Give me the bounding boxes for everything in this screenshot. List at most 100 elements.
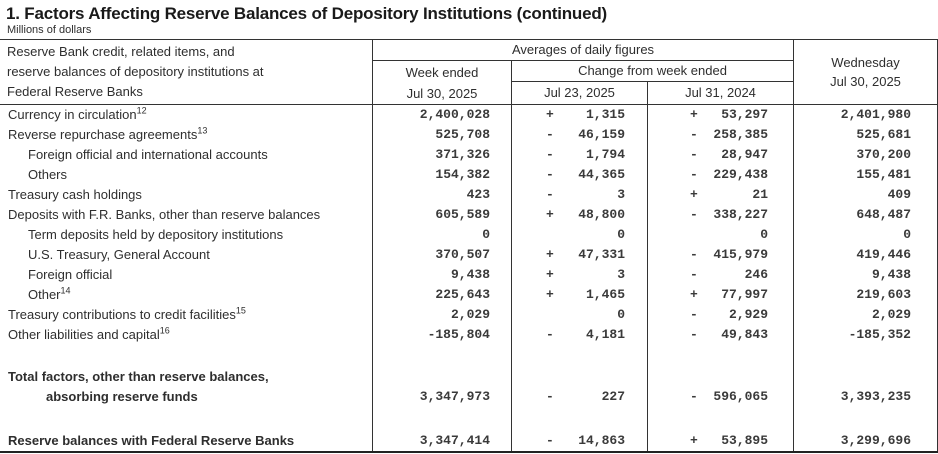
cell-change-jul31: -2,929 [647, 305, 793, 325]
cell-change-jul31: -258,385 [647, 125, 793, 145]
factors-table: Reserve Bank credit, related items, and … [0, 39, 938, 453]
cell-change-jul31: -338,227 [647, 205, 793, 225]
table-row: Reserve balances with Federal Reserve Ba… [0, 431, 938, 451]
col-header-week-ended-line2: Jul 30, 2025 [406, 86, 478, 101]
col-header-week-ended-line1: Week ended [405, 65, 479, 80]
cell-week-ended: 423 [372, 185, 511, 205]
row-label: Reverse repurchase agreements13 [8, 125, 208, 142]
cell-change-jul31: +77,997 [647, 285, 793, 305]
cell-week-ended: 605,589 [372, 205, 511, 225]
col-header-jul31: Jul 31, 2024 [647, 82, 793, 104]
row-label: Term deposits held by depository institu… [28, 227, 284, 242]
cell-wednesday [793, 345, 938, 367]
cell-wednesday: 2,401,980 [793, 105, 938, 125]
table-header: Reserve Bank credit, related items, and … [0, 40, 938, 105]
cell-wednesday: -185,352 [793, 325, 938, 345]
cell-change-jul31: 0 [647, 225, 793, 245]
stub-header-line1: Reserve Bank credit, related items, and [7, 44, 235, 59]
cell-change-jul31: +53,297 [647, 105, 793, 125]
stub-header-line2: reserve balances of depository instituti… [7, 64, 264, 79]
cell-week-ended: 2,400,028 [372, 105, 511, 125]
table-row: Other liabilities and capital16 -185,804-… [0, 325, 938, 345]
cell-change-jul23: -14,863 [511, 431, 647, 451]
row-label [0, 407, 372, 431]
cell-change-jul31: +21 [647, 185, 793, 205]
cell-change-jul23: -3 [511, 185, 647, 205]
cell-wednesday: 9,438 [793, 265, 938, 285]
cell-week-ended: 225,643 [372, 285, 511, 305]
table-row: Treasury contributions to credit facilit… [0, 305, 938, 325]
cell-change-jul23: -1,794 [511, 145, 647, 165]
cell-change-jul31 [647, 345, 793, 367]
cell-wednesday: 155,481 [793, 165, 938, 185]
cell-change-jul23: -44,365 [511, 165, 647, 185]
cell-change-jul23: 0 [511, 225, 647, 245]
cell-change-jul31: -596,065 [647, 367, 793, 407]
cell-wednesday: 409 [793, 185, 938, 205]
cell-week-ended [372, 407, 511, 431]
row-label: Reserve balances with Federal Reserve Ba… [8, 433, 295, 448]
cell-change-jul23: +1,315 [511, 105, 647, 125]
cell-change-jul23: -4,181 [511, 325, 647, 345]
table-row: Others 154,382-44,365-229,438 155,481 [0, 165, 938, 185]
cell-week-ended: 0 [372, 225, 511, 245]
table-row: Total factors, other than reserve balanc… [0, 367, 938, 407]
cell-wednesday: 525,681 [793, 125, 938, 145]
row-label: U.S. Treasury, General Account [28, 247, 210, 262]
cell-change-jul31: +53,895 [647, 431, 793, 451]
table-row: Deposits with F.R. Banks, other than res… [0, 205, 938, 225]
cell-week-ended: 371,326 [372, 145, 511, 165]
cell-change-jul23 [511, 407, 647, 431]
table-row: Term deposits held by depository institu… [0, 225, 938, 245]
row-label: Foreign official [28, 267, 113, 282]
row-label: Treasury contributions to credit facilit… [8, 305, 246, 322]
col-header-change: Change from week ended [511, 61, 793, 82]
row-label: Currency in circulation12 [8, 105, 147, 122]
table-row: Treasury cash holdings 423-3 +21 409 [0, 185, 938, 205]
cell-wednesday: 219,603 [793, 285, 938, 305]
table-row: Foreign official and international accou… [0, 145, 938, 165]
col-header-averages: Averages of daily figures [372, 40, 793, 61]
stub-header: Reserve Bank credit, related items, and … [0, 40, 372, 104]
cell-wednesday: 0 [793, 225, 938, 245]
cell-change-jul31: -28,947 [647, 145, 793, 165]
cell-change-jul31: -415,979 [647, 245, 793, 265]
cell-change-jul23 [511, 345, 647, 367]
cell-wednesday: 370,200 [793, 145, 938, 165]
col-header-week-ended: Week ended Jul 30, 2025 [372, 61, 511, 104]
cell-week-ended: 9,438 [372, 265, 511, 285]
cell-change-jul23: -46,159 [511, 125, 647, 145]
stub-header-line3: Federal Reserve Banks [7, 84, 143, 99]
row-label: Others [28, 167, 68, 182]
col-header-wednesday: Wednesday Jul 30, 2025 [793, 40, 938, 104]
cell-change-jul23: -227 [511, 367, 647, 407]
cell-change-jul23: 0 [511, 305, 647, 325]
cell-change-jul23: +3 [511, 265, 647, 285]
cell-change-jul23: +47,331 [511, 245, 647, 265]
cell-change-jul31: -229,438 [647, 165, 793, 185]
cell-wednesday: 648,487 [793, 205, 938, 225]
cell-week-ended: 3,347,414 [372, 431, 511, 451]
page-subtitle: Millions of dollars [7, 24, 92, 36]
col-header-jul23: Jul 23, 2025 [511, 82, 647, 104]
cell-change-jul31: -246 [647, 265, 793, 285]
cell-wednesday [793, 407, 938, 431]
table-row: Other14 225,643 +1,465 +77,997 219,603 [0, 285, 938, 305]
cell-wednesday: 3,299,696 [793, 431, 938, 451]
cell-change-jul23: +48,800 [511, 205, 647, 225]
row-label: Treasury cash holdings [8, 187, 142, 202]
page-title: 1. Factors Affecting Reserve Balances of… [6, 4, 608, 23]
cell-week-ended [372, 345, 511, 367]
row-label: Total factors, other than reserve balanc… [8, 369, 269, 404]
row-label: Foreign official and international accou… [28, 147, 268, 162]
cell-wednesday: 2,029 [793, 305, 938, 325]
table-row: Foreign official 9,438 +3-246 9,438 [0, 265, 938, 285]
cell-change-jul31 [647, 407, 793, 431]
table-row: Currency in circulation12 2,400,028 +1,315… [0, 105, 938, 125]
cell-change-jul23: +1,465 [511, 285, 647, 305]
spacer-row [0, 345, 938, 367]
cell-week-ended: 525,708 [372, 125, 511, 145]
col-header-wednesday-line1: Wednesday [831, 55, 900, 70]
cell-week-ended: 370,507 [372, 245, 511, 265]
